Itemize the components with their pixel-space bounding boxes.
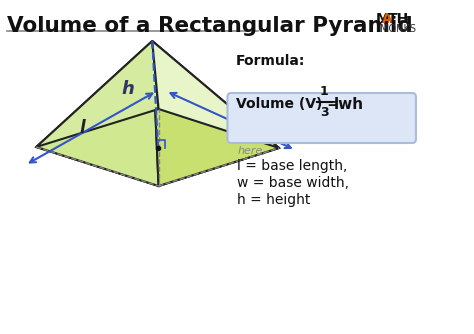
Text: l = base length,: l = base length, — [237, 159, 348, 173]
Text: w: w — [234, 107, 249, 125]
FancyBboxPatch shape — [228, 93, 416, 143]
Text: l: l — [79, 119, 85, 137]
Polygon shape — [36, 41, 159, 186]
Text: w = base width,: w = base width, — [237, 176, 349, 190]
Text: h: h — [121, 80, 134, 98]
Text: TH: TH — [388, 12, 409, 26]
Text: 3: 3 — [320, 106, 329, 119]
Text: h = height: h = height — [237, 193, 311, 207]
Polygon shape — [152, 41, 279, 148]
Text: A: A — [382, 12, 392, 26]
Text: lwh: lwh — [334, 97, 364, 112]
Text: 1: 1 — [320, 85, 329, 98]
Polygon shape — [36, 41, 159, 147]
Text: M: M — [376, 12, 390, 26]
Text: Formula:: Formula: — [236, 54, 305, 68]
Text: Volume (V) =: Volume (V) = — [236, 97, 343, 111]
Text: Volume of a Rectangular Pyramid: Volume of a Rectangular Pyramid — [7, 16, 413, 36]
Text: MONKS: MONKS — [380, 24, 416, 34]
Text: here,: here, — [237, 146, 266, 156]
Polygon shape — [152, 41, 279, 186]
Polygon shape — [36, 109, 279, 186]
